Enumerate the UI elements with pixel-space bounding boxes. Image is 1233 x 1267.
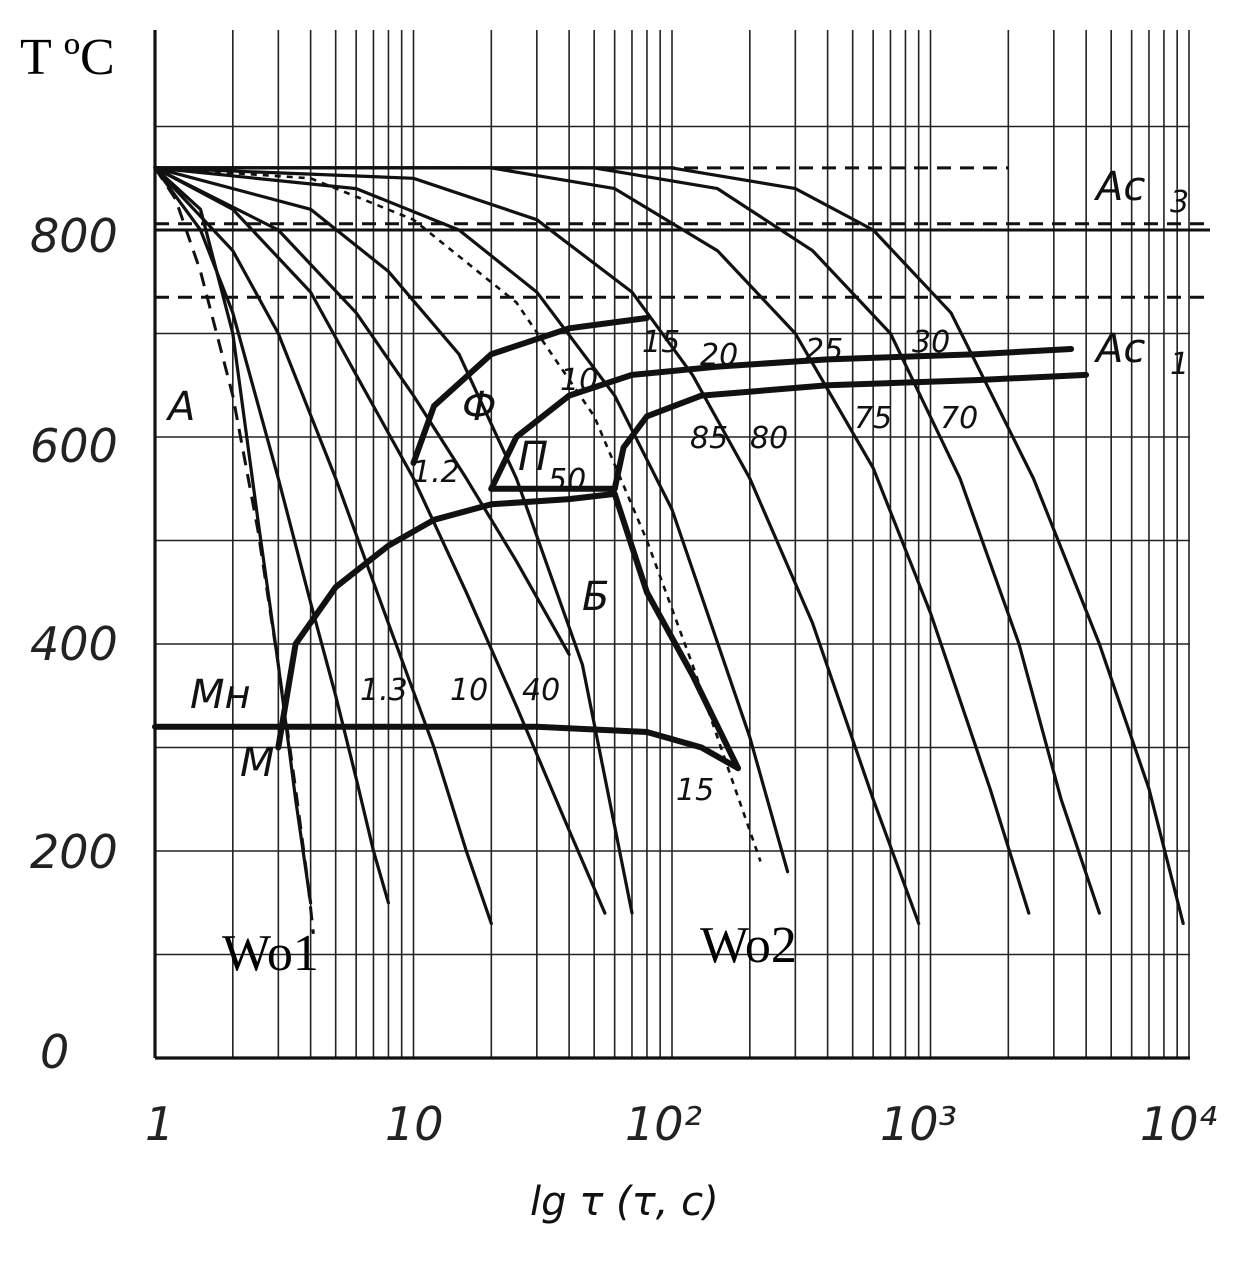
critical-curve-wo1 [153,167,315,934]
axes [153,30,1190,1060]
cooling-curve-4 [153,166,607,915]
y-tick-400: 400 [30,617,118,671]
curve-label-wo2: Wo2 [700,917,797,974]
region-label-ferrite: Ф [462,384,496,430]
transformation-boundaries [152,315,1090,772]
annotation-50: 50 [548,463,586,498]
y-tick-0: 0 [40,1025,69,1079]
cooling-curve-6 [153,166,634,915]
bainite-start-line [275,490,618,751]
pearlite-end-line [611,371,1090,492]
critical-curve-wo2 [154,166,762,862]
ferrite-start-line [410,315,650,466]
ac3-subscript: 3 [1170,185,1189,220]
x-tick-1: 1 [145,1097,174,1151]
annotation-70: 70 [940,401,978,436]
cooling-curve-5 [153,166,571,656]
critical-temperature-lines [155,166,1210,299]
annotation-30: 30 [912,325,950,360]
y-tick-600: 600 [30,419,118,473]
x-tick-1000: 10³ [880,1097,957,1151]
region-label-austenite: A [165,384,195,430]
cooling-curves [153,166,1185,934]
cooling-curve-7 [153,166,790,874]
martensite-start-line [152,723,741,772]
region-label-ms: Mн [190,672,251,718]
annotation-25: 25 [805,333,843,368]
ac3-label: Ac [1093,164,1145,210]
region-label-martensite: M [240,740,275,786]
cooling-curve-9 [153,166,1031,915]
y-tick-800: 800 [30,209,118,263]
cooling-curve-8 [153,166,921,926]
ac1-subscript: 1 [1170,347,1189,382]
y-axis-title: T ºC [20,29,115,86]
annotation-10-bottom: 10 [450,673,488,708]
annotation-1-2: 1.2 [412,455,460,490]
annotation-85: 85 [690,421,728,456]
cooling-curve-11 [153,166,1185,926]
region-label-bainite: Б [582,574,609,620]
annotation-15-top: 15 [642,325,680,360]
cooling-curve-3 [153,166,493,926]
cooling-curve-2 [153,166,390,905]
annotation-75: 75 [854,401,892,436]
cooling-curve-10 [153,166,1101,915]
ac1-label: Ac [1093,326,1145,372]
pearlite-start-line [488,346,1075,492]
region-label-pearlite: П [518,434,548,480]
annotation-40: 40 [522,673,560,708]
y-tick-200: 200 [30,825,118,879]
annotation-15-bottom: 15 [676,773,714,808]
x-tick-10000: 10⁴ [1140,1097,1217,1151]
annotation-1-3: 1.3 [360,673,408,708]
annotation-80: 80 [750,421,788,456]
bainite-end-line [611,490,741,772]
annotation-20: 20 [700,338,738,373]
curve-label-wo1: Wo1 [222,925,319,982]
x-tick-100: 10² [625,1097,702,1151]
x-axis-title: lg τ (τ, c) [530,1179,719,1225]
annotation-10-top: 10 [560,363,598,398]
x-tick-10: 10 [385,1097,444,1151]
